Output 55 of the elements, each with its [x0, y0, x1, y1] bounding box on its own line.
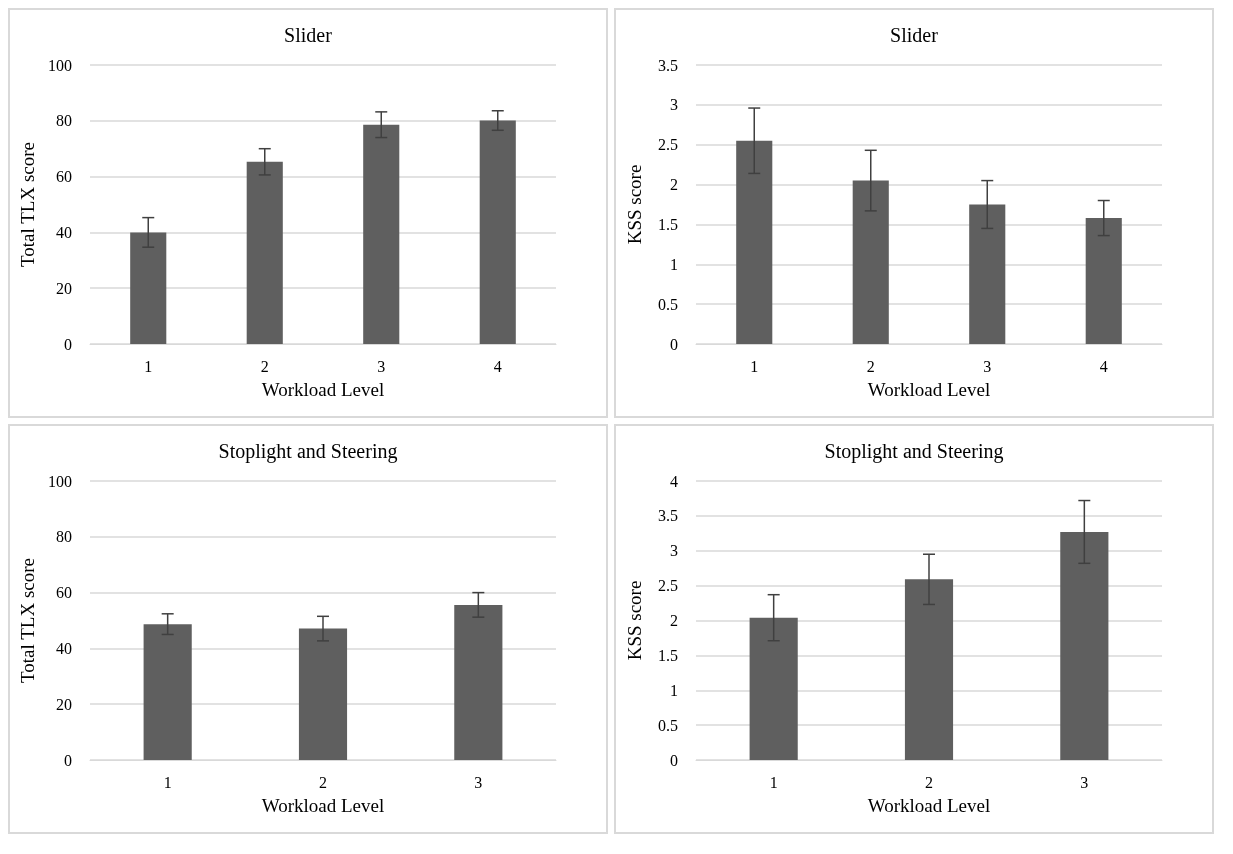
x-tick-label: 3: [474, 773, 483, 791]
chart-title: Stoplight and Steering: [824, 440, 1004, 463]
y-tick-label: 2: [670, 176, 678, 194]
y-tick-label: 2.5: [658, 577, 678, 595]
y-axis-title: KSS score: [624, 580, 645, 661]
y-tick-label: 0: [670, 751, 678, 769]
y-tick-label: 1.5: [658, 215, 678, 233]
x-tick-label: 1: [750, 357, 759, 375]
chart-title: Stoplight and Steering: [218, 440, 398, 463]
y-tick-label: 1: [670, 681, 678, 699]
y-tick-label: 60: [56, 584, 72, 602]
x-axis-title: Workload Level: [261, 795, 385, 816]
y-tick-label: 1: [670, 255, 678, 273]
y-tick-label: 0: [64, 335, 72, 353]
y-tick-label: 0.5: [658, 716, 678, 734]
y-tick-label: 0.5: [658, 295, 678, 313]
x-axis-title: Workload Level: [261, 379, 385, 400]
y-tick-label: 3: [670, 542, 678, 560]
y-tick-label: 100: [48, 472, 72, 490]
y-tick-label: 80: [56, 112, 72, 130]
y-tick-label: 0: [670, 335, 678, 353]
y-tick-label: 60: [56, 168, 72, 186]
y-tick-label: 40: [56, 223, 72, 241]
x-tick-label: 2: [925, 773, 933, 791]
y-tick-label: 2.5: [658, 136, 678, 154]
y-axis-title: KSS score: [624, 164, 645, 245]
y-tick-label: 1.5: [658, 646, 678, 664]
y-tick-label: 20: [56, 695, 72, 713]
y-tick-label: 3.5: [658, 56, 678, 74]
y-tick-label: 0: [64, 751, 72, 769]
y-tick-label: 100: [48, 56, 72, 74]
x-tick-label: 4: [493, 357, 502, 375]
y-tick-label: 40: [56, 639, 72, 657]
x-tick-label: 2: [260, 357, 269, 375]
y-axis-title: Total TLX score: [17, 142, 39, 267]
x-tick-label: 1: [144, 357, 153, 375]
x-axis-title: Workload Level: [867, 379, 991, 400]
y-tick-label: 80: [56, 528, 72, 546]
x-axis-title: Workload Level: [867, 795, 991, 816]
chart-title: Slider: [890, 24, 939, 46]
y-tick-label: 4: [670, 472, 678, 490]
x-tick-label: 3: [377, 357, 386, 375]
y-tick-label: 3: [670, 96, 678, 114]
y-tick-label: 2: [670, 612, 678, 629]
y-axis-title: Total TLX score: [17, 558, 39, 683]
y-tick-label: 20: [56, 279, 72, 297]
x-tick-label: 2: [866, 357, 875, 375]
x-tick-label: 1: [769, 773, 778, 791]
x-tick-label: 3: [1080, 773, 1089, 791]
x-tick-label: 1: [163, 773, 172, 791]
x-tick-label: 2: [319, 773, 327, 791]
x-tick-label: 4: [1099, 357, 1108, 375]
x-tick-label: 3: [983, 357, 992, 375]
chart-title: Slider: [284, 24, 333, 46]
y-tick-label: 3.5: [658, 507, 678, 525]
